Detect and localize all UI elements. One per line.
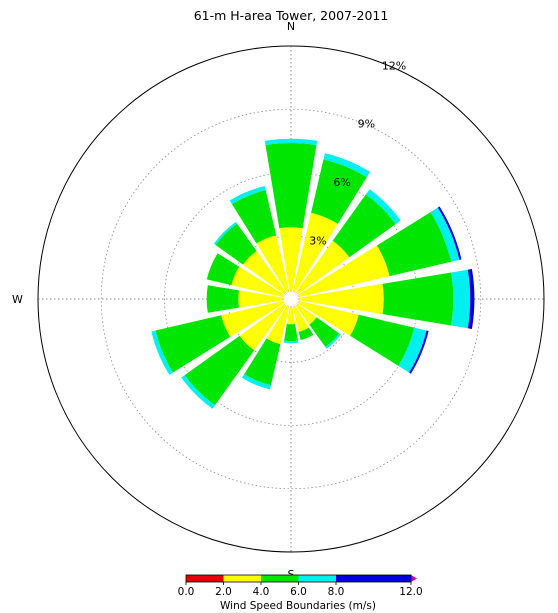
- wedge-E-bin-3: [451, 269, 471, 329]
- wedge-N-bin-3: [264, 138, 318, 146]
- colorbar: 0.0 2.0 4.0 6.0 8.0 12.0: [178, 574, 423, 598]
- wedge-W-bin-2: [206, 285, 239, 313]
- colorbar-segment-3: [298, 575, 336, 582]
- wedge-NNW-bin-2: [231, 190, 277, 244]
- radial-tick-1: 6%: [333, 176, 350, 189]
- wedge-W-bin-1: [238, 290, 283, 308]
- wedge-ENE-bin-4: [437, 206, 462, 260]
- colorbar-segment-1: [223, 575, 261, 582]
- wedge-NNW-bin-1: [256, 235, 290, 292]
- colorbar-extend-arrow: [411, 575, 417, 582]
- wedge-NNE-bin-3: [323, 153, 371, 178]
- wedge-WSW-bin-1: [221, 300, 284, 337]
- colorbar-segment-0: [186, 575, 224, 582]
- wedge-NE-bin-3: [365, 189, 401, 225]
- wedge-NE-bin-1: [295, 240, 350, 295]
- wedge-ESE-bin-2: [350, 314, 415, 366]
- wedge-SW-bin-2: [184, 335, 255, 406]
- wedge-NE-bin-2: [332, 194, 396, 258]
- colorbar-tick-4: 8.0: [328, 586, 345, 598]
- wedge-S-bin-1: [286, 307, 296, 325]
- wedge-ESE-bin-3: [398, 327, 427, 373]
- radial-tick-labels: 3% 6% 9% 12%: [309, 59, 406, 247]
- wedge-NNE-bin-2: [311, 159, 367, 224]
- colorbar-segment-2: [261, 575, 299, 582]
- south-label: S: [288, 568, 295, 581]
- calm-separator-31: [288, 290, 292, 300]
- grid-ring-2: [100, 108, 482, 490]
- wedge-E-bin-2: [382, 272, 454, 326]
- colorbar-tick-0: 0.0: [178, 586, 195, 598]
- colorbar-tick-5: 12.0: [399, 586, 422, 598]
- wedge-E-bin-4: [467, 269, 475, 329]
- chart-title: 61-m H-area Tower, 2007-2011: [194, 8, 389, 23]
- wedge-S-bin-3: [283, 340, 299, 344]
- wedge-N-bin-2: [265, 142, 317, 229]
- north-label: N: [287, 20, 295, 33]
- wedge-SSW-bin-3: [241, 374, 271, 390]
- wedge-ESE-bin-1: [298, 300, 359, 336]
- radial-tick-2: 9%: [358, 118, 375, 131]
- wedge-NW-bin-3: [213, 221, 237, 245]
- radial-tick-3: 12%: [382, 59, 406, 72]
- colorbar-tick-3: 6.0: [290, 586, 307, 598]
- colorbar-label: Wind Speed Boundaries (m/s): [220, 600, 376, 612]
- wedge-SW-bin-3: [181, 375, 215, 409]
- wedge-SE-bin-3: [325, 333, 341, 349]
- wedge-SSW-bin-1: [266, 306, 290, 345]
- wedge-WSW-bin-3: [151, 330, 173, 375]
- wedge-ENE-bin-1: [298, 245, 390, 298]
- west-label: W: [12, 293, 23, 306]
- wedge-ESE-bin-4: [409, 330, 429, 374]
- colorbar-tick-1: 2.0: [215, 586, 232, 598]
- wedge-SW-bin-1: [239, 303, 287, 351]
- wedge-NW-bin-1: [242, 250, 287, 295]
- wedge-NNE-bin-1: [292, 212, 338, 292]
- wedge-SSW-bin-2: [244, 338, 281, 386]
- wedge-NNW-bin-3: [229, 186, 266, 205]
- wedge-NW-bin-2: [215, 223, 257, 265]
- wedge-ENE-bin-3: [430, 207, 460, 262]
- wind-bars: [151, 138, 475, 409]
- wedge-N-bin-1: [279, 227, 303, 291]
- wedge-WNW-bin-2: [206, 253, 240, 286]
- wedge-WNW-bin-1: [231, 266, 284, 298]
- wedge-WSW-bin-2: [155, 315, 231, 373]
- wedge-S-bin-2: [284, 323, 298, 342]
- radial-tick-0: 3%: [309, 235, 326, 248]
- wedge-ENE-bin-2: [376, 212, 452, 277]
- colorbar-tick-2: 4.0: [253, 586, 270, 598]
- wedge-SSE-bin-2: [298, 327, 314, 341]
- wedge-SE-bin-1: [295, 303, 317, 325]
- colorbar-segment-4: [336, 575, 411, 582]
- wedge-SE-bin-2: [309, 317, 340, 348]
- wedge-E-bin-1: [299, 283, 384, 315]
- wedge-SSE-bin-1: [292, 306, 309, 332]
